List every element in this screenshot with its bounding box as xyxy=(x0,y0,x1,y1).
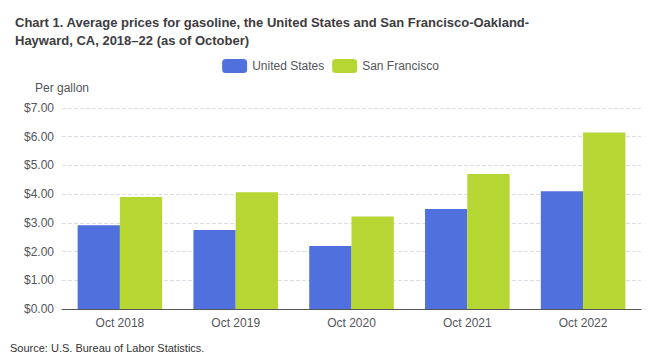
svg-text:$1.00: $1.00 xyxy=(24,273,54,287)
svg-text:Chart 1. Average prices for ga: Chart 1. Average prices for gasoline, th… xyxy=(15,15,529,30)
svg-text:Oct 2022: Oct 2022 xyxy=(559,316,608,330)
svg-text:Oct 2018: Oct 2018 xyxy=(96,316,145,330)
svg-text:$7.00: $7.00 xyxy=(24,101,54,115)
svg-text:$4.00: $4.00 xyxy=(24,187,54,201)
svg-text:United States: United States xyxy=(252,59,324,73)
svg-text:Per gallon: Per gallon xyxy=(35,81,89,95)
svg-text:Oct 2019: Oct 2019 xyxy=(211,316,260,330)
svg-text:$6.00: $6.00 xyxy=(24,130,54,144)
svg-text:Source: U.S. Bureau of Labor S: Source: U.S. Bureau of Labor Statistics. xyxy=(10,342,204,354)
svg-text:$5.00: $5.00 xyxy=(24,158,54,172)
svg-text:Oct 2020: Oct 2020 xyxy=(327,316,376,330)
svg-text:$2.00: $2.00 xyxy=(24,245,54,259)
svg-text:$0.00: $0.00 xyxy=(24,302,54,316)
svg-text:San Francisco: San Francisco xyxy=(362,59,439,73)
svg-text:$3.00: $3.00 xyxy=(24,216,54,230)
svg-text:Oct 2021: Oct 2021 xyxy=(443,316,492,330)
svg-text:Hayward, CA, 2018–22 (as of Oc: Hayward, CA, 2018–22 (as of October) xyxy=(15,33,249,48)
